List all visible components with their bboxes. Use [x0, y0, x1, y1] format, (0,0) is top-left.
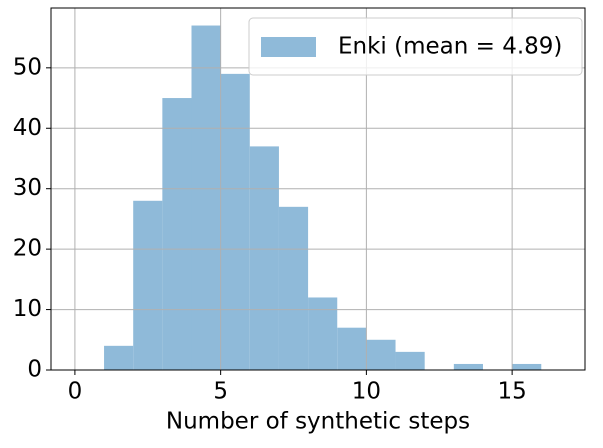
plot-frame	[50, 7, 586, 371]
bar	[220, 73, 250, 371]
x-tick-label: 0	[68, 379, 83, 405]
x-tick-label: 15	[497, 379, 526, 405]
bar	[133, 200, 163, 370]
y-tick-label: 20	[13, 236, 42, 262]
bar	[337, 327, 367, 370]
bar	[395, 351, 425, 370]
bar	[512, 363, 542, 370]
y-tick-label: 50	[13, 54, 42, 80]
bar	[366, 339, 396, 370]
legend-label: Enki (mean = 4.89)	[338, 34, 562, 60]
bar	[162, 98, 192, 370]
x-tick-label: 10	[352, 379, 381, 405]
x-tick-label: 5	[213, 379, 228, 405]
y-tick-label: 10	[13, 296, 42, 322]
y-tick-label: 40	[13, 115, 42, 141]
y-tick-label: 30	[13, 175, 42, 201]
x-axis-label: Number of synthetic steps	[166, 409, 470, 435]
bar	[278, 206, 309, 370]
bar	[191, 25, 221, 370]
y-tick-label: 0	[27, 357, 42, 383]
bar	[104, 345, 134, 370]
bar	[249, 146, 279, 370]
bar	[453, 363, 483, 370]
legend-box	[248, 17, 583, 76]
legend-swatch	[261, 37, 316, 57]
bar	[308, 297, 338, 370]
